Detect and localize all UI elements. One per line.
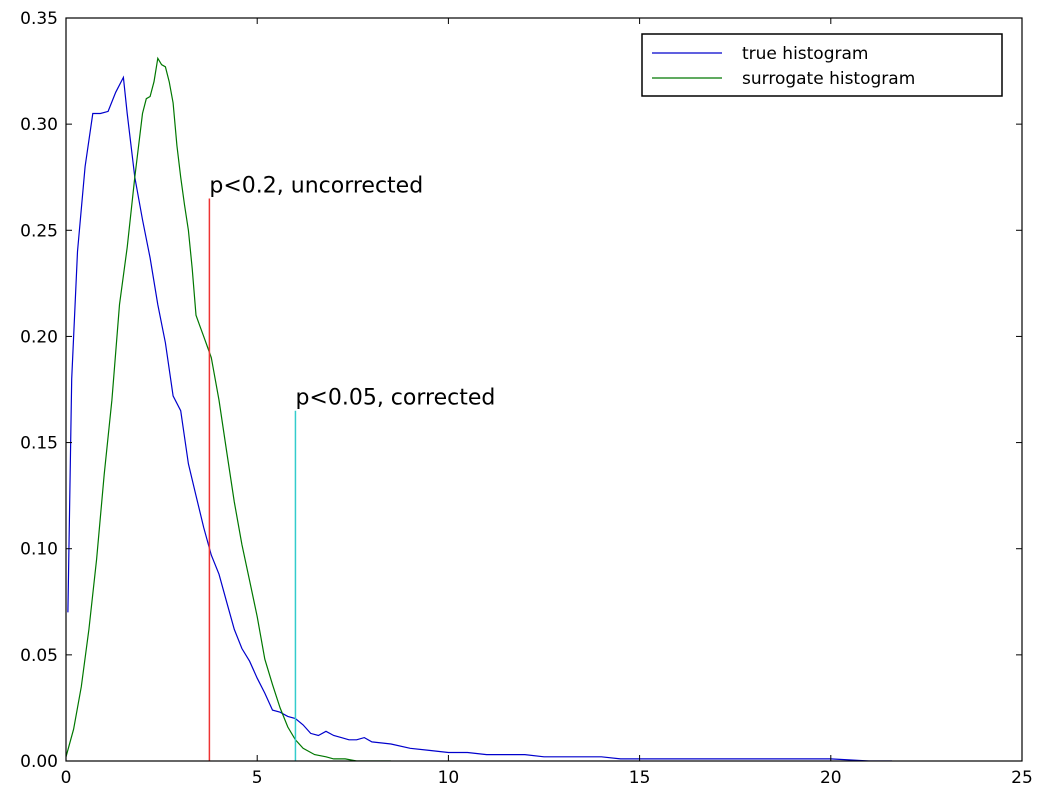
y-tick-label: 0.00 <box>20 752 58 772</box>
y-tick-label: 0.35 <box>20 9 58 29</box>
y-tick-label: 0.15 <box>20 434 58 454</box>
x-tick-label: 10 <box>438 768 460 788</box>
legend: true histogram surrogate histogram <box>641 33 1003 97</box>
legend-box <box>641 33 1003 97</box>
x-tick-label: 5 <box>252 768 263 788</box>
y-tick-label: 0.05 <box>20 646 58 666</box>
x-tick-label: 15 <box>629 768 651 788</box>
legend-label-1: surrogate histogram <box>742 69 915 89</box>
threshold-label-0: p<0.2, uncorrected <box>209 173 423 198</box>
x-tick-label: 20 <box>820 768 842 788</box>
series-line-1 <box>66 56 391 761</box>
axes: 0 5 10 15 20 25 0.00 0.05 0.10 0.15 0.20 0.25 0.30 0.… <box>20 9 1033 788</box>
axes-frame <box>65 17 1023 762</box>
x-tick-label: 25 <box>1011 768 1033 788</box>
series-line-0 <box>67 75 892 761</box>
threshold-label-1: p<0.05, corrected <box>295 386 495 411</box>
y-tick-label: 0.10 <box>20 540 58 560</box>
plot-area: p<0.2, uncorrected p<0.05, corrected <box>66 56 892 761</box>
x-tick-label: 0 <box>61 768 72 788</box>
y-tick-label: 0.25 <box>20 221 58 241</box>
y-tick-label: 0.20 <box>20 327 58 347</box>
legend-label-0: true histogram <box>742 44 868 64</box>
y-tick-label: 0.30 <box>20 115 58 135</box>
